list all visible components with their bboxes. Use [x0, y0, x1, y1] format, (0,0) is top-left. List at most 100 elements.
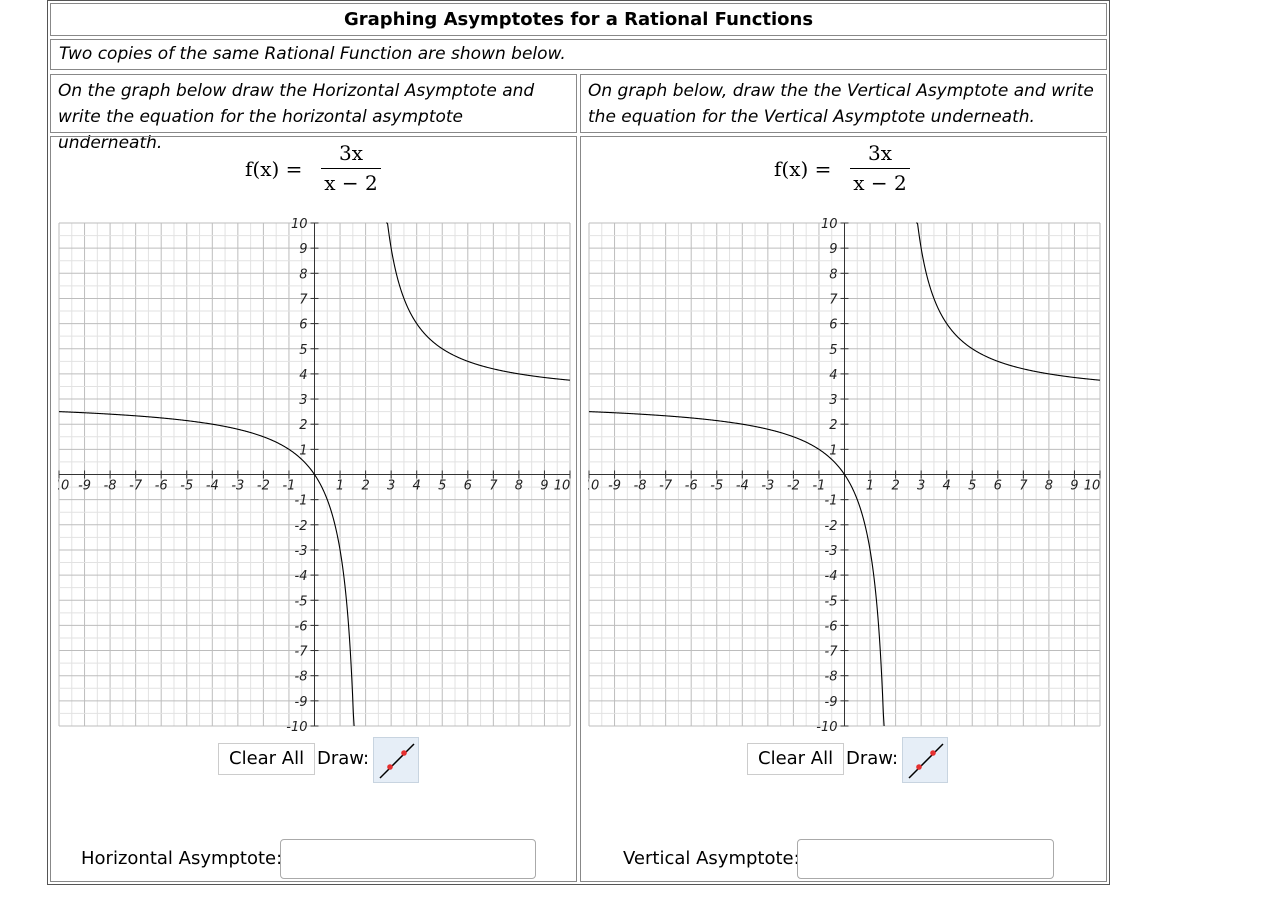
y-tick-label: 1	[829, 443, 837, 458]
y-tick-label: -1	[295, 494, 308, 509]
formula-lhs: f(x) =	[774, 157, 832, 181]
draw-label: Draw:	[846, 748, 899, 769]
x-tick-label: -1	[812, 479, 825, 494]
instruction-cell-vertical: On graph below, draw the the Vertical As…	[580, 74, 1107, 133]
y-tick-label: -8	[295, 670, 308, 685]
function-curve	[386, 222, 571, 381]
panel-horizontal-asymptote: f(x) = 3x x − 2 10 -9 -8 -7 -6 -5 -4 -3 -2 -1 1 2 3 4…	[50, 136, 577, 882]
y-tick-label: 7	[829, 292, 838, 307]
y-tick-label: -2	[295, 519, 308, 534]
x-tick-label: 5	[438, 479, 446, 494]
x-tick-label: -2	[257, 479, 270, 494]
intro-cell: Two copies of the same Rational Function…	[50, 39, 1107, 70]
line-tool-button[interactable]	[373, 737, 419, 783]
y-tick-label: -3	[825, 544, 838, 559]
y-tick-label: 9	[829, 242, 837, 257]
x-tick-label: -7	[129, 479, 143, 494]
x-tick-label: 8	[1045, 479, 1053, 494]
x-tick-label: 8	[515, 479, 523, 494]
x-tick-label: 6	[994, 479, 1002, 494]
graph-canvas-vertical[interactable]: 10 -9 -8 -7 -6 -5 -4 -3 -2 -1 1 2 3 4 5 6 7 8 9 10 10 9 8 7 6 5 4 3…	[588, 217, 1101, 732]
y-tick-label: -2	[825, 519, 838, 534]
y-tick-label: 4	[299, 368, 307, 383]
y-tick-label: -5	[295, 594, 308, 609]
y-tick-label: -9	[295, 695, 308, 710]
y-tick-label: -9	[825, 695, 838, 710]
function-curve	[916, 222, 1101, 381]
y-tick-label: 1	[299, 443, 307, 458]
x-tick-label: -2	[787, 479, 800, 494]
x-tick-label: 1	[336, 479, 344, 494]
y-tick-label: -3	[295, 544, 308, 559]
y-tick-label: -6	[825, 619, 838, 634]
graph-canvas-horizontal[interactable]: 10 -9 -8 -7 -6 -5 -4 -3 -2 -1 1 2 3 4 5 6 7 8 9 10 10 9 8 7 6 5 4 3…	[58, 217, 571, 732]
y-tick-label: -4	[295, 569, 308, 584]
formula-fraction: 3x x − 2	[850, 140, 910, 195]
y-tick-label: 2	[299, 418, 307, 433]
y-tick-label: 5	[299, 343, 307, 358]
x-tick-label: 6	[464, 479, 472, 494]
y-tick-label: -5	[825, 594, 838, 609]
formula-numerator: 3x	[338, 141, 363, 165]
formula-numerator: 3x	[867, 141, 892, 165]
y-tick-label: 3	[829, 393, 837, 408]
y-tick-label: 4	[829, 368, 837, 383]
y-tick-label: 2	[829, 418, 837, 433]
worksheet-frame	[47, 0, 1110, 885]
clear-all-button[interactable]: Clear All	[747, 743, 845, 775]
y-tick-label: -1	[825, 494, 838, 509]
x-tick-label: -9	[78, 479, 91, 494]
intro-text: Two copies of the same Rational Function…	[59, 44, 566, 64]
x-tick-label: -8	[104, 479, 117, 494]
horizontal-asymptote-input[interactable]	[280, 839, 536, 879]
horizontal-asymptote-label: Horizontal Asymptote:	[81, 848, 283, 869]
x-tick-label: -7	[659, 479, 673, 494]
y-tick-label: 3	[299, 393, 307, 408]
fraction-bar	[850, 168, 910, 169]
x-tick-label: 1	[866, 479, 874, 494]
line-tool-icon	[908, 743, 944, 779]
x-tick-label: 10	[1084, 479, 1101, 494]
x-tick-label: -4	[736, 479, 749, 494]
x-tick-label: 10	[554, 479, 571, 494]
title-cell: Graphing Asymptotes for a Rational Funct…	[50, 3, 1107, 36]
instruction-cell-horizontal: On the graph below draw the Horizontal A…	[50, 74, 577, 153]
y-tick-label: 10	[291, 217, 308, 232]
x-tick-label: 7	[489, 479, 498, 494]
formula-lhs: f(x) =	[245, 157, 303, 181]
y-tick-label: 5	[829, 343, 837, 358]
panel-vertical-asymptote: f(x) = 3x x − 2 10 -9 -8 -7 -6 -5 -4 -3 -2 -1 1 2 3 4…	[580, 136, 1107, 882]
x-tick-label: -8	[634, 479, 647, 494]
y-tick-label: -10	[286, 720, 307, 732]
line-tool-button[interactable]	[902, 737, 948, 783]
vertical-asymptote-input[interactable]	[797, 839, 1054, 879]
x-tick-label: -6	[685, 479, 698, 494]
y-tick-label: -4	[825, 569, 838, 584]
x-tick-label: -4	[206, 479, 219, 494]
x-tick-label: -3	[761, 479, 774, 494]
fraction-bar	[321, 168, 381, 169]
formula-denominator: x − 2	[853, 171, 907, 195]
x-tick-label: 5	[968, 479, 976, 494]
y-tick-label: 7	[299, 292, 308, 307]
y-tick-label: -7	[295, 645, 309, 660]
x-tick-label: 10	[588, 479, 599, 494]
draw-label: Draw:	[317, 748, 370, 769]
x-tick-label: 9	[1070, 479, 1078, 494]
y-tick-label: 9	[299, 242, 307, 257]
y-tick-label: 6	[299, 318, 307, 333]
clear-all-button[interactable]: Clear All	[218, 743, 316, 775]
x-tick-label: 2	[361, 479, 369, 494]
y-tick-label: 8	[299, 267, 307, 282]
page-title: Graphing Asymptotes for a Rational Funct…	[343, 9, 814, 30]
x-tick-label: 4	[943, 479, 951, 494]
formula-fraction: 3x x − 2	[321, 140, 381, 195]
x-tick-label: -3	[231, 479, 244, 494]
y-tick-label: 6	[829, 318, 837, 333]
x-tick-label: -9	[608, 479, 621, 494]
x-tick-label: -6	[155, 479, 168, 494]
y-tick-label: -8	[825, 670, 838, 685]
instruction-horizontal: On the graph below draw the Horizontal A…	[58, 81, 535, 153]
function-curve	[58, 411, 355, 727]
vertical-asymptote-label: Vertical Asymptote:	[623, 848, 800, 869]
